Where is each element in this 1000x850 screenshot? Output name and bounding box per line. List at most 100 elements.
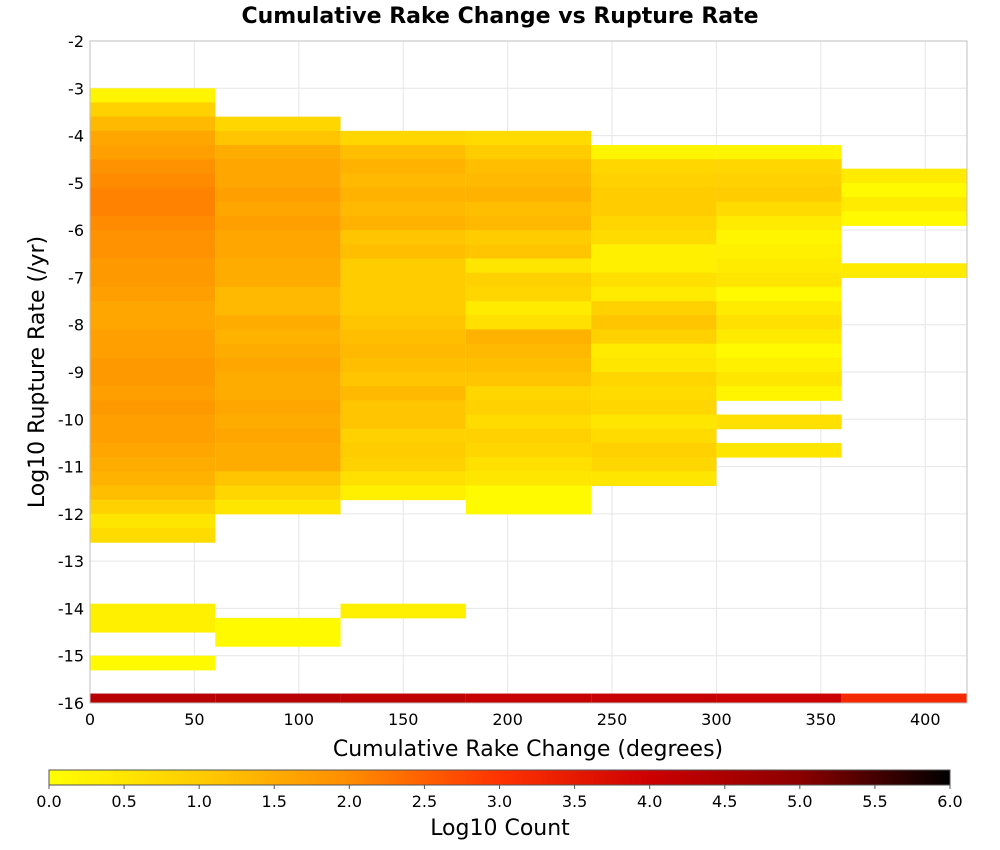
heatmap-cell: [716, 286, 842, 302]
heatmap-cell: [215, 442, 341, 458]
heatmap-cell: [340, 343, 466, 359]
heatmap-cell: [340, 315, 466, 330]
heatmap-cell: [215, 343, 341, 359]
y-tick-label: -16: [58, 694, 84, 713]
heatmap-cell: [215, 372, 341, 387]
y-tick-labels: -2 -3 -4 -5 -6 -7 -8 -9 -10 -11 -12 -13 -14 -15 -16: [58, 32, 84, 713]
heatmap-cell: [215, 286, 341, 302]
heatmap-cell: [465, 315, 592, 330]
x-axis-label: Cumulative Rake Change (degrees): [333, 737, 723, 762]
heatmap-cell: [465, 173, 592, 189]
colorbar-tick-label: 2.5: [412, 792, 437, 811]
heatmap-cell: [340, 471, 466, 486]
y-tick-label: -12: [58, 505, 84, 524]
y-tick-label: -3: [68, 79, 84, 98]
heatmap-cell: [90, 272, 216, 288]
heatmap-cell: [215, 258, 341, 274]
heatmap-cell: [340, 329, 466, 345]
heatmap-cell: [716, 201, 842, 217]
heatmap-cell: [340, 428, 466, 444]
colorbar-tick-label: 5.5: [862, 792, 887, 811]
heatmap-cell: [215, 617, 341, 633]
colorbar-tick-label: 6.0: [937, 792, 962, 811]
heatmap-cell: [716, 386, 842, 401]
heatmap-cell: [716, 215, 842, 231]
heatmap-cell: [591, 372, 717, 387]
y-tick-label: -15: [58, 647, 84, 666]
heatmap-cell: [215, 272, 341, 288]
heatmap-cell: [90, 513, 216, 529]
heatmap-cell: [90, 116, 216, 132]
heatmap-cell: [591, 428, 717, 444]
heatmap-cell: [841, 168, 967, 184]
heatmap-cell: [215, 386, 341, 401]
heatmap-cell: [716, 258, 842, 274]
heatmap-cell: [215, 187, 341, 203]
x-tick-label: 350: [806, 710, 837, 729]
heatmap-cell: [591, 414, 717, 430]
heatmap-cell: [215, 315, 341, 330]
heatmap-cell: [841, 211, 967, 226]
heatmap-cell: [340, 272, 466, 288]
heatmap-cell: [340, 201, 466, 217]
heatmap-cell: [716, 343, 842, 359]
heatmap-cell: [465, 286, 592, 302]
heatmap-cell: [90, 159, 216, 174]
heatmap-cell: [591, 159, 717, 174]
x-tick-label: 400: [910, 710, 941, 729]
heatmap-cell: [591, 471, 717, 486]
colorbar-tick-label: 3.0: [487, 792, 512, 811]
y-tick-label: -14: [58, 599, 84, 618]
heatmap-cell: [465, 329, 592, 345]
heatmap-cell: [90, 414, 216, 430]
heatmap-cell: [465, 372, 592, 387]
heatmap-cell: [591, 187, 717, 203]
heatmap-cell: [215, 173, 341, 189]
heatmap-cell: [90, 187, 216, 203]
heatmap-cell: [90, 693, 216, 703]
heatmap-cell: [591, 286, 717, 302]
heatmap-cell: [340, 457, 466, 472]
heatmap-cell: [340, 400, 466, 416]
heatmap-cell: [215, 414, 341, 430]
heatmap-cell: [90, 301, 216, 316]
heatmap-cell: [340, 159, 466, 174]
heatmap-cell: [591, 386, 717, 401]
heatmap-cell: [90, 230, 216, 245]
heatmap-cell: [215, 329, 341, 345]
heatmap-cell: [591, 315, 717, 330]
heatmap-cell: [215, 632, 341, 647]
colorbar-tick-label: 0.0: [36, 792, 61, 811]
heatmap-cell: [716, 693, 842, 703]
heatmap-cell: [465, 457, 592, 472]
heatmap-cell: [340, 173, 466, 189]
heatmap-cell: [465, 159, 592, 174]
heatmap-cell: [591, 258, 717, 274]
x-tick-label: 300: [701, 710, 732, 729]
heatmap-cell: [465, 258, 592, 274]
heatmap-cell: [716, 187, 842, 203]
heatmap-cell: [591, 201, 717, 217]
x-tick-label: 100: [284, 710, 315, 729]
heatmap-cell: [340, 286, 466, 302]
heatmap-cell: [215, 428, 341, 444]
colorbar: [48, 769, 951, 786]
y-tick-label: -11: [58, 458, 84, 477]
heatmap-cell: [465, 187, 592, 203]
heatmap-cell: [340, 603, 466, 619]
heatmap-cell: [465, 343, 592, 359]
heatmap-cell: [591, 357, 717, 373]
heatmap-cell: [591, 215, 717, 231]
x-tick-labels: 0 50 100 150 200 250 300 350 400: [85, 710, 941, 729]
heatmap-cell: [90, 428, 216, 444]
heatmap-cell: [90, 201, 216, 217]
heatmap-cell: [90, 400, 216, 416]
heatmap-cell: [90, 386, 216, 401]
heatmap-cell: [716, 230, 842, 245]
heatmap-cell: [90, 315, 216, 330]
heatmap-cell: [215, 116, 341, 132]
y-tick-label: -10: [58, 410, 84, 429]
y-tick-label: -7: [68, 268, 84, 287]
heatmap-cell: [465, 301, 592, 316]
